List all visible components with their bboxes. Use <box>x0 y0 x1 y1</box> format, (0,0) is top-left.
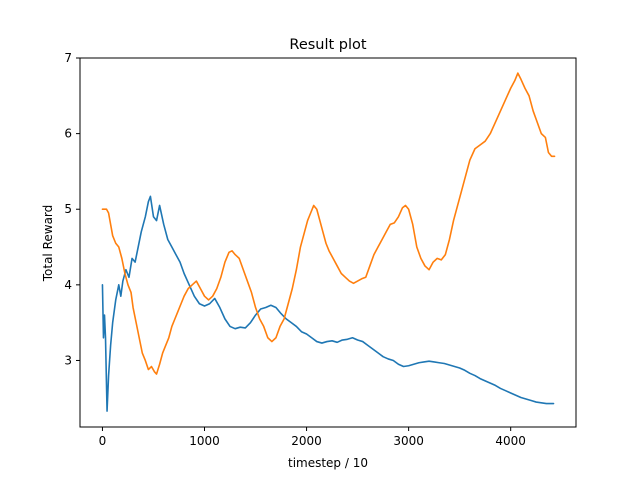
x-tick-label: 4000 <box>495 434 526 448</box>
x-tick-label: 2000 <box>291 434 322 448</box>
y-tick-label: 5 <box>64 202 72 216</box>
x-axis: 0 1000 2000 3000 4000 <box>99 427 526 448</box>
series-line-2 <box>101 72 556 375</box>
chart-title: Result plot <box>289 37 367 53</box>
x-axis-label: timestep / 10 <box>288 456 368 470</box>
y-axis-label: Total Reward <box>41 205 55 283</box>
y-axis: 3 4 5 6 7 <box>64 51 80 367</box>
y-tick-label: 4 <box>64 278 72 292</box>
plot-frame <box>79 57 577 428</box>
y-tick-label: 6 <box>64 127 72 141</box>
series-line-1 <box>101 195 555 412</box>
y-tick-label: 3 <box>64 353 72 367</box>
x-tick-label: 0 <box>99 434 107 448</box>
x-tick-label: 3000 <box>393 434 424 448</box>
x-tick-label: 1000 <box>189 434 220 448</box>
series-layer <box>101 72 556 412</box>
y-tick-label: 7 <box>64 51 72 65</box>
